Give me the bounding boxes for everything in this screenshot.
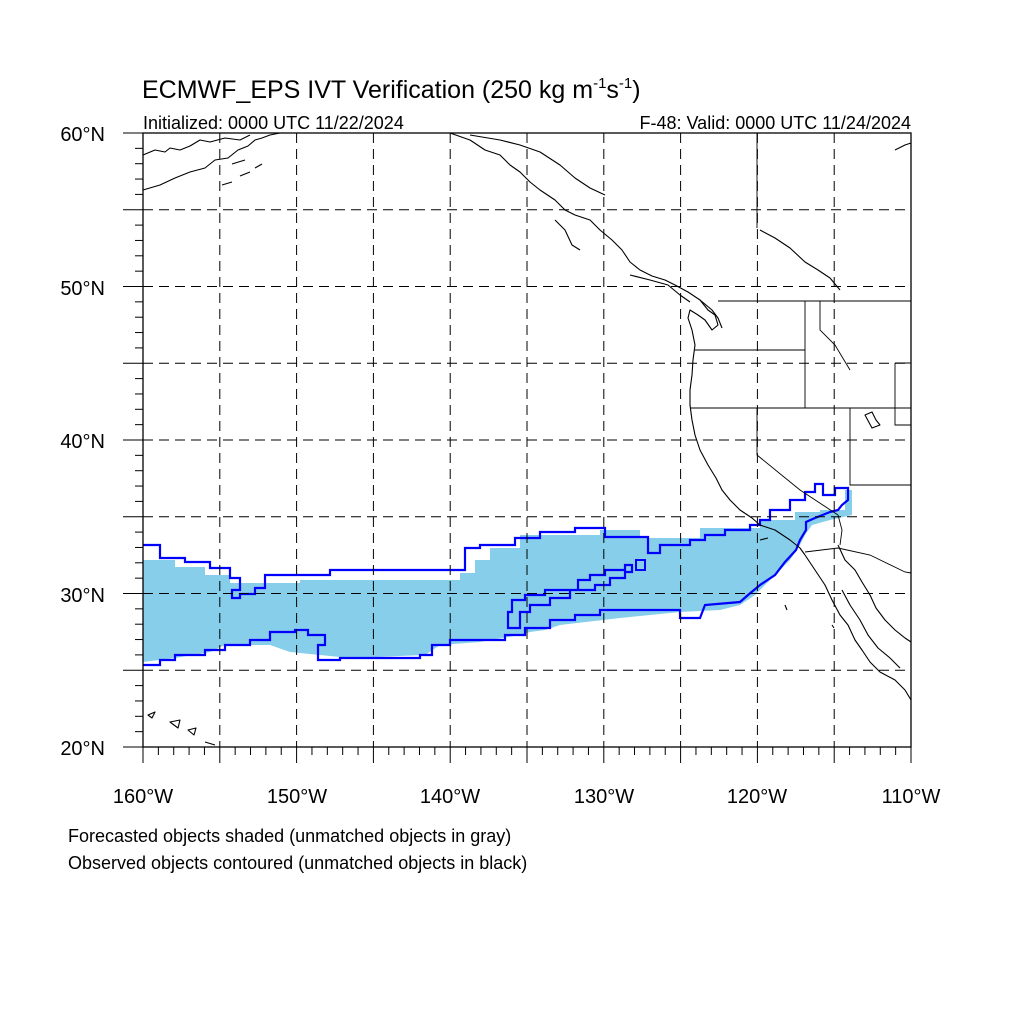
lon-label-130w: 130°W (574, 786, 634, 808)
title-sup2: -1 (619, 75, 632, 92)
lat-axis-labels: 60°N 50°N 40°N 30°N 20°N (60, 124, 105, 760)
axis-ticks (123, 132, 912, 763)
lat-label-30: 30°N (60, 585, 105, 607)
coastlines (142, 132, 912, 746)
state-border-ca-nv (756, 408, 839, 516)
lon-label-160w: 160°W (113, 786, 173, 808)
observed-object-contour-outer (143, 482, 850, 667)
hawaii-islands (147, 711, 216, 746)
observed-object-contour-inner (506, 563, 634, 630)
forecast-object-shaded (143, 490, 852, 662)
colorado-river (837, 514, 843, 546)
title-end: ) (632, 76, 640, 104)
alaska-islands (221, 159, 263, 186)
chart-title: ECMWF_EPS IVT Verification (250 kg m-1s-… (142, 75, 641, 104)
gulf-california (841, 589, 901, 669)
great-salt-lake (864, 411, 881, 429)
map-panel (123, 132, 912, 763)
valid-label: F-48: Valid: 0000 UTC 11/24/2024 (640, 113, 912, 133)
lat-label-60: 60°N (60, 124, 105, 146)
mainland-mexico-coast (837, 544, 912, 643)
alaska-coast-north (469, 134, 606, 196)
panhandle-coast (449, 132, 806, 556)
channel-islands (759, 537, 835, 629)
title-sup1: -1 (593, 75, 606, 92)
observed-object-contour-small (635, 559, 646, 571)
legend-note-observed: Observed objects contoured (unmatched ob… (68, 853, 527, 873)
lon-label-120w: 120°W (727, 786, 787, 808)
title-mid: s (606, 76, 619, 104)
canada-river (759, 229, 841, 291)
lon-label-110w: 110°W (882, 786, 941, 808)
state-border-nv-ut (849, 408, 911, 486)
alaska-peninsula (142, 134, 251, 156)
lon-label-140w: 140°W (420, 786, 480, 808)
lat-label-50: 50°N (60, 278, 105, 300)
legend-note-forecast: Forecasted objects shaded (unmatched obj… (68, 826, 511, 846)
hudson-coast (894, 142, 912, 151)
alaska-coast (142, 132, 281, 191)
lat-label-20: 20°N (60, 738, 105, 760)
us-mexico-border (804, 547, 912, 574)
title-main: ECMWF_EPS IVT Verification (250 kg m (142, 76, 593, 104)
graticule (143, 133, 911, 747)
political-borders (690, 133, 912, 574)
state-border-id (804, 301, 851, 408)
lon-label-150w: 150°W (267, 786, 327, 808)
lat-label-40: 40°N (60, 431, 105, 453)
lon-axis-labels: 160°W 150°W 140°W 130°W 120°W 110°W (113, 786, 941, 808)
baja-coast (804, 554, 912, 701)
bc-islands (554, 219, 723, 329)
initialized-label: Initialized: 0000 UTC 11/22/2024 (143, 113, 404, 133)
